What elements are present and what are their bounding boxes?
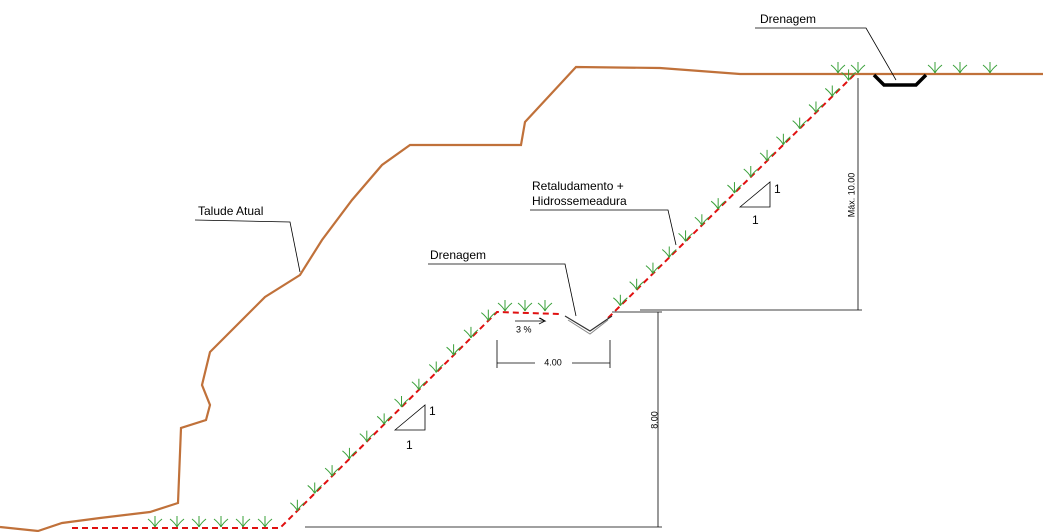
grass-tuft [678, 230, 693, 242]
dimension: Máx. 10.00 [846, 173, 856, 218]
grass-tuft [359, 430, 375, 442]
gradient-arrow-head [538, 317, 546, 325]
grass-tuft [661, 246, 677, 258]
grass-tuft [850, 62, 866, 74]
grass-tuft [191, 516, 207, 528]
grass-tuft [613, 294, 628, 307]
dimension: 4.00 [544, 357, 562, 367]
top-drain [872, 73, 928, 87]
label: Hidrossemeadura [532, 194, 627, 208]
label: Retaludamento + [532, 179, 624, 193]
grass-tuft [290, 499, 305, 511]
grass-tuft [446, 344, 461, 356]
grass-tuft [257, 516, 273, 528]
grass-tuft [481, 309, 496, 321]
grass-tuft [727, 182, 742, 194]
grass-tuft [342, 447, 357, 460]
slope-triangle [393, 404, 426, 431]
berm-drain [564, 315, 613, 332]
leader [428, 263, 577, 317]
grass-tuft [497, 300, 513, 312]
grass-tuft [394, 396, 409, 408]
grass-tuft [792, 117, 807, 129]
leader [530, 209, 677, 246]
grass-tuft [629, 278, 644, 290]
slope-ratio: 1 [774, 182, 781, 196]
label: Drenagem [430, 248, 486, 262]
grass-tuft [537, 300, 553, 312]
grass-tuft [841, 69, 856, 81]
grass-tuft [759, 149, 775, 162]
grass-tuft [743, 165, 759, 178]
grass-tuft [517, 300, 533, 312]
dimension: 8.00 [649, 411, 659, 429]
grass-tuft [324, 465, 340, 477]
grass-tuft [376, 413, 392, 425]
grass-tuft [235, 516, 251, 528]
leader [755, 27, 897, 81]
slope-triangle [738, 181, 771, 208]
grass [147, 62, 998, 528]
slope-ratio: 1 [406, 438, 413, 452]
leader [194, 219, 301, 273]
existing-slope-line [0, 65, 1043, 532]
grass-tuft [952, 62, 968, 74]
grass-tuft [463, 326, 479, 339]
label: Talude Atual [198, 204, 263, 218]
grass-tuft [982, 62, 998, 74]
berm-drain-inner [567, 319, 609, 335]
grass-tuft [169, 516, 185, 528]
grass-tuft [147, 516, 163, 528]
grass-tuft [927, 62, 943, 74]
grass-tuft [428, 361, 444, 373]
reshaped-slope-upper [607, 73, 856, 319]
grass-tuft [645, 262, 661, 274]
grass-tuft [710, 198, 726, 210]
grass-tuft [824, 85, 840, 97]
grass-tuft [307, 482, 323, 494]
grass-tuft [776, 133, 791, 145]
grass-tuft [213, 516, 229, 528]
grass-tuft [808, 101, 824, 113]
label: Drenagem [760, 12, 816, 26]
slope-ratio: 1 [429, 404, 436, 418]
reshaped-slope-line [72, 310, 561, 529]
grass-tuft [411, 378, 427, 390]
slope-ratio: 1 [752, 213, 759, 227]
grass-tuft [830, 62, 846, 74]
grass-tuft [694, 214, 710, 226]
gradient: 3 % [516, 324, 532, 334]
